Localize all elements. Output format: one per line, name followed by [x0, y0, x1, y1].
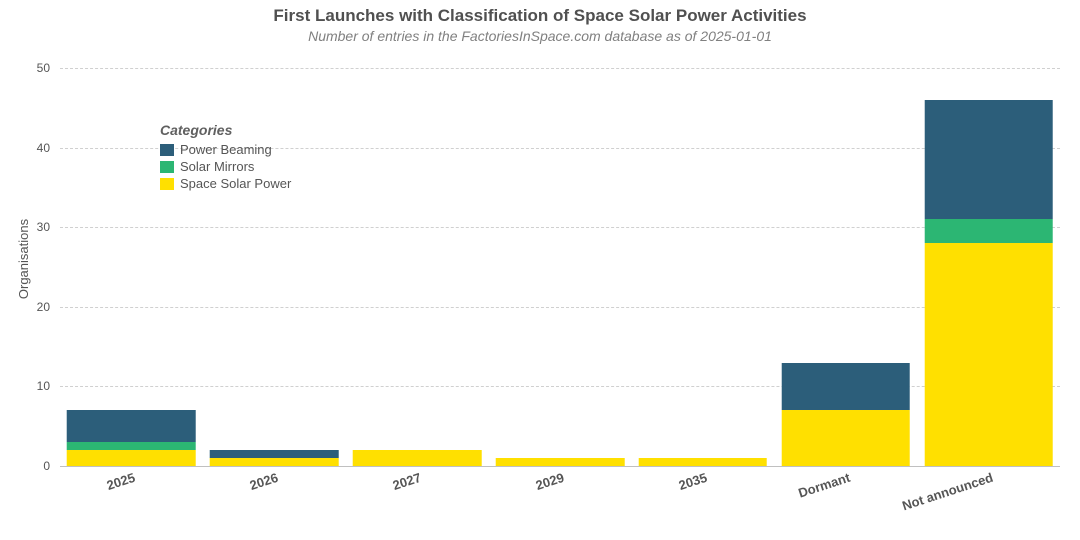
bar-slot: 2035 — [631, 52, 774, 466]
bar-segment — [353, 450, 482, 466]
bar-slot: 2029 — [489, 52, 632, 466]
x-tick-label: 2027 — [391, 470, 423, 493]
bar-segment — [67, 442, 196, 450]
legend-title: Categories — [160, 122, 291, 138]
y-tick-label: 10 — [37, 379, 50, 393]
bar-segment — [67, 450, 196, 466]
bar-stack — [496, 458, 625, 466]
x-tick-label: Not announced — [900, 470, 995, 514]
bar-stack — [353, 450, 482, 466]
x-tick-label: 2035 — [677, 470, 709, 493]
x-tick-label: 2029 — [534, 470, 566, 493]
legend-swatch — [160, 144, 174, 156]
x-tick-label: 2026 — [248, 470, 280, 493]
bar-segment — [924, 219, 1053, 243]
plot-region: 0102030405020252026202720292035DormantNo… — [60, 52, 1060, 467]
y-tick-label: 30 — [37, 220, 50, 234]
bar-segment — [496, 458, 625, 466]
legend-label: Solar Mirrors — [180, 159, 254, 176]
legend-label: Space Solar Power — [180, 176, 291, 193]
y-tick-label: 20 — [37, 300, 50, 314]
bar-segment — [781, 410, 910, 466]
chart-area: Organisations 01020304050202520262027202… — [60, 52, 1060, 467]
legend-item: Solar Mirrors — [160, 159, 291, 176]
bar-segment — [210, 450, 339, 458]
chart-subtitle: Number of entries in the FactoriesInSpac… — [0, 28, 1080, 44]
bar-slot: Not announced — [917, 52, 1060, 466]
bar-segment — [210, 458, 339, 466]
y-tick-label: 40 — [37, 141, 50, 155]
bar-slot: 2025 — [60, 52, 203, 466]
y-tick-label: 50 — [37, 61, 50, 75]
legend-swatch — [160, 161, 174, 173]
x-tick-label: Dormant — [796, 470, 851, 501]
legend-item: Space Solar Power — [160, 176, 291, 193]
bar-stack — [67, 410, 196, 466]
bar-stack — [210, 450, 339, 466]
bar-segment — [67, 410, 196, 442]
bar-slot: 2026 — [203, 52, 346, 466]
x-tick-label: 2025 — [105, 470, 137, 493]
bar-stack — [781, 363, 910, 466]
legend-swatch — [160, 178, 174, 190]
bar-segment — [639, 458, 768, 466]
bar-slot: 2027 — [346, 52, 489, 466]
y-tick-label: 0 — [43, 459, 50, 473]
legend-label: Power Beaming — [180, 142, 272, 159]
bar-segment — [924, 100, 1053, 219]
legend: Categories Power BeamingSolar MirrorsSpa… — [160, 122, 291, 193]
bar-stack — [924, 100, 1053, 466]
bar-slot: Dormant — [774, 52, 917, 466]
bar-segment — [781, 363, 910, 411]
bar-segment — [924, 243, 1053, 466]
bar-stack — [639, 458, 768, 466]
legend-item: Power Beaming — [160, 142, 291, 159]
y-axis-label: Organisations — [16, 219, 31, 299]
chart-title: First Launches with Classification of Sp… — [0, 6, 1080, 26]
